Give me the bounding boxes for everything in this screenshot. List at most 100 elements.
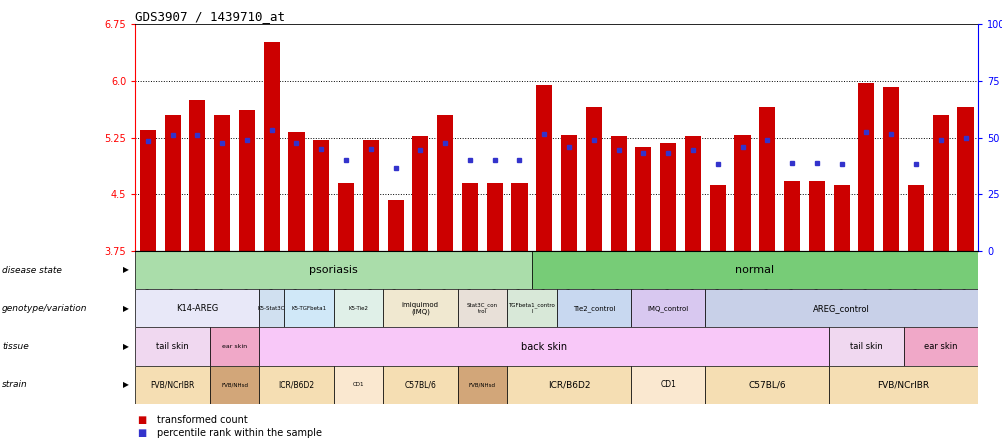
Bar: [634, 147, 651, 251]
Text: psoriasis: psoriasis: [309, 265, 358, 275]
Text: imiquimod
(IMQ): imiquimod (IMQ): [402, 301, 439, 315]
Bar: [560, 135, 576, 251]
Text: FVB/NCrIBR: FVB/NCrIBR: [877, 381, 929, 389]
Bar: [387, 200, 403, 251]
Bar: [784, 181, 800, 251]
Text: Stat3C_con
trol: Stat3C_con trol: [466, 302, 497, 314]
Text: ■: ■: [137, 428, 146, 438]
Bar: [556, 289, 630, 328]
Text: ear skin: ear skin: [221, 344, 246, 349]
Bar: [531, 251, 977, 289]
Bar: [630, 289, 704, 328]
Text: ■: ■: [137, 415, 146, 424]
Bar: [289, 132, 305, 251]
Text: K5-Stat3C: K5-Stat3C: [258, 306, 286, 311]
Text: CD1: CD1: [659, 381, 675, 389]
Bar: [135, 251, 531, 289]
Bar: [759, 107, 775, 251]
Text: K5-TGFbeta1: K5-TGFbeta1: [291, 306, 326, 311]
Bar: [209, 366, 260, 404]
Text: ▶: ▶: [122, 381, 128, 389]
Text: FVB/NHsd: FVB/NHsd: [220, 382, 247, 388]
Text: K5-Tie2: K5-Tie2: [348, 306, 368, 311]
Bar: [829, 366, 977, 404]
Text: genotype/variation: genotype/variation: [2, 304, 87, 313]
Bar: [164, 115, 180, 251]
Text: GDS3907 / 1439710_at: GDS3907 / 1439710_at: [135, 10, 286, 23]
Text: Tie2_control: Tie2_control: [572, 305, 614, 312]
Bar: [536, 85, 552, 251]
Text: FVB/NHsd: FVB/NHsd: [468, 382, 495, 388]
Text: percentile rank within the sample: percentile rank within the sample: [157, 428, 323, 438]
Bar: [833, 185, 849, 251]
Bar: [932, 115, 948, 251]
Bar: [284, 289, 334, 328]
Bar: [704, 366, 829, 404]
Text: K14-AREG: K14-AREG: [176, 304, 218, 313]
Bar: [709, 185, 725, 251]
Bar: [486, 183, 502, 251]
Bar: [213, 115, 229, 251]
Bar: [135, 366, 209, 404]
Bar: [507, 366, 630, 404]
Bar: [704, 289, 977, 328]
Bar: [808, 181, 824, 251]
Text: tissue: tissue: [2, 342, 29, 351]
Text: back skin: back skin: [521, 341, 567, 352]
Bar: [135, 289, 260, 328]
Text: ▶: ▶: [122, 266, 128, 274]
Text: disease state: disease state: [2, 266, 62, 274]
Text: TGFbeta1_contro
l: TGFbeta1_contro l: [508, 302, 555, 314]
Bar: [957, 107, 973, 251]
Bar: [139, 130, 155, 251]
Text: tail skin: tail skin: [849, 342, 882, 351]
Bar: [437, 115, 453, 251]
Bar: [313, 140, 329, 251]
Bar: [507, 289, 556, 328]
Bar: [334, 289, 383, 328]
Bar: [238, 110, 255, 251]
Bar: [338, 183, 354, 251]
Text: C57BL/6: C57BL/6: [747, 381, 786, 389]
Text: FVB/NCrIBR: FVB/NCrIBR: [150, 381, 194, 389]
Text: strain: strain: [2, 381, 28, 389]
Bar: [457, 366, 507, 404]
Bar: [189, 100, 205, 251]
Bar: [659, 143, 675, 251]
Text: ICR/B6D2: ICR/B6D2: [279, 381, 315, 389]
Text: ear skin: ear skin: [923, 342, 957, 351]
Bar: [209, 328, 260, 366]
Bar: [363, 140, 379, 251]
Text: ▶: ▶: [122, 342, 128, 351]
Bar: [461, 183, 478, 251]
Bar: [334, 366, 383, 404]
Bar: [684, 136, 700, 251]
Bar: [260, 366, 334, 404]
Bar: [511, 183, 527, 251]
Bar: [260, 328, 829, 366]
Bar: [135, 328, 209, 366]
Text: transformed count: transformed count: [157, 415, 247, 424]
Bar: [457, 289, 507, 328]
Bar: [585, 107, 601, 251]
Text: CD1: CD1: [353, 382, 364, 388]
Text: IMQ_control: IMQ_control: [647, 305, 688, 312]
Bar: [903, 328, 977, 366]
Bar: [412, 136, 428, 251]
Bar: [264, 42, 280, 251]
Bar: [383, 366, 457, 404]
Bar: [829, 328, 903, 366]
Bar: [858, 83, 874, 251]
Text: normal: normal: [734, 265, 774, 275]
Bar: [882, 87, 899, 251]
Text: AREG_control: AREG_control: [813, 304, 869, 313]
Bar: [733, 135, 749, 251]
Bar: [260, 289, 284, 328]
Text: ICR/B6D2: ICR/B6D2: [547, 381, 590, 389]
Text: C57BL/6: C57BL/6: [404, 381, 436, 389]
Text: ▶: ▶: [122, 304, 128, 313]
Bar: [610, 136, 626, 251]
Bar: [383, 289, 457, 328]
Bar: [907, 185, 923, 251]
Bar: [630, 366, 704, 404]
